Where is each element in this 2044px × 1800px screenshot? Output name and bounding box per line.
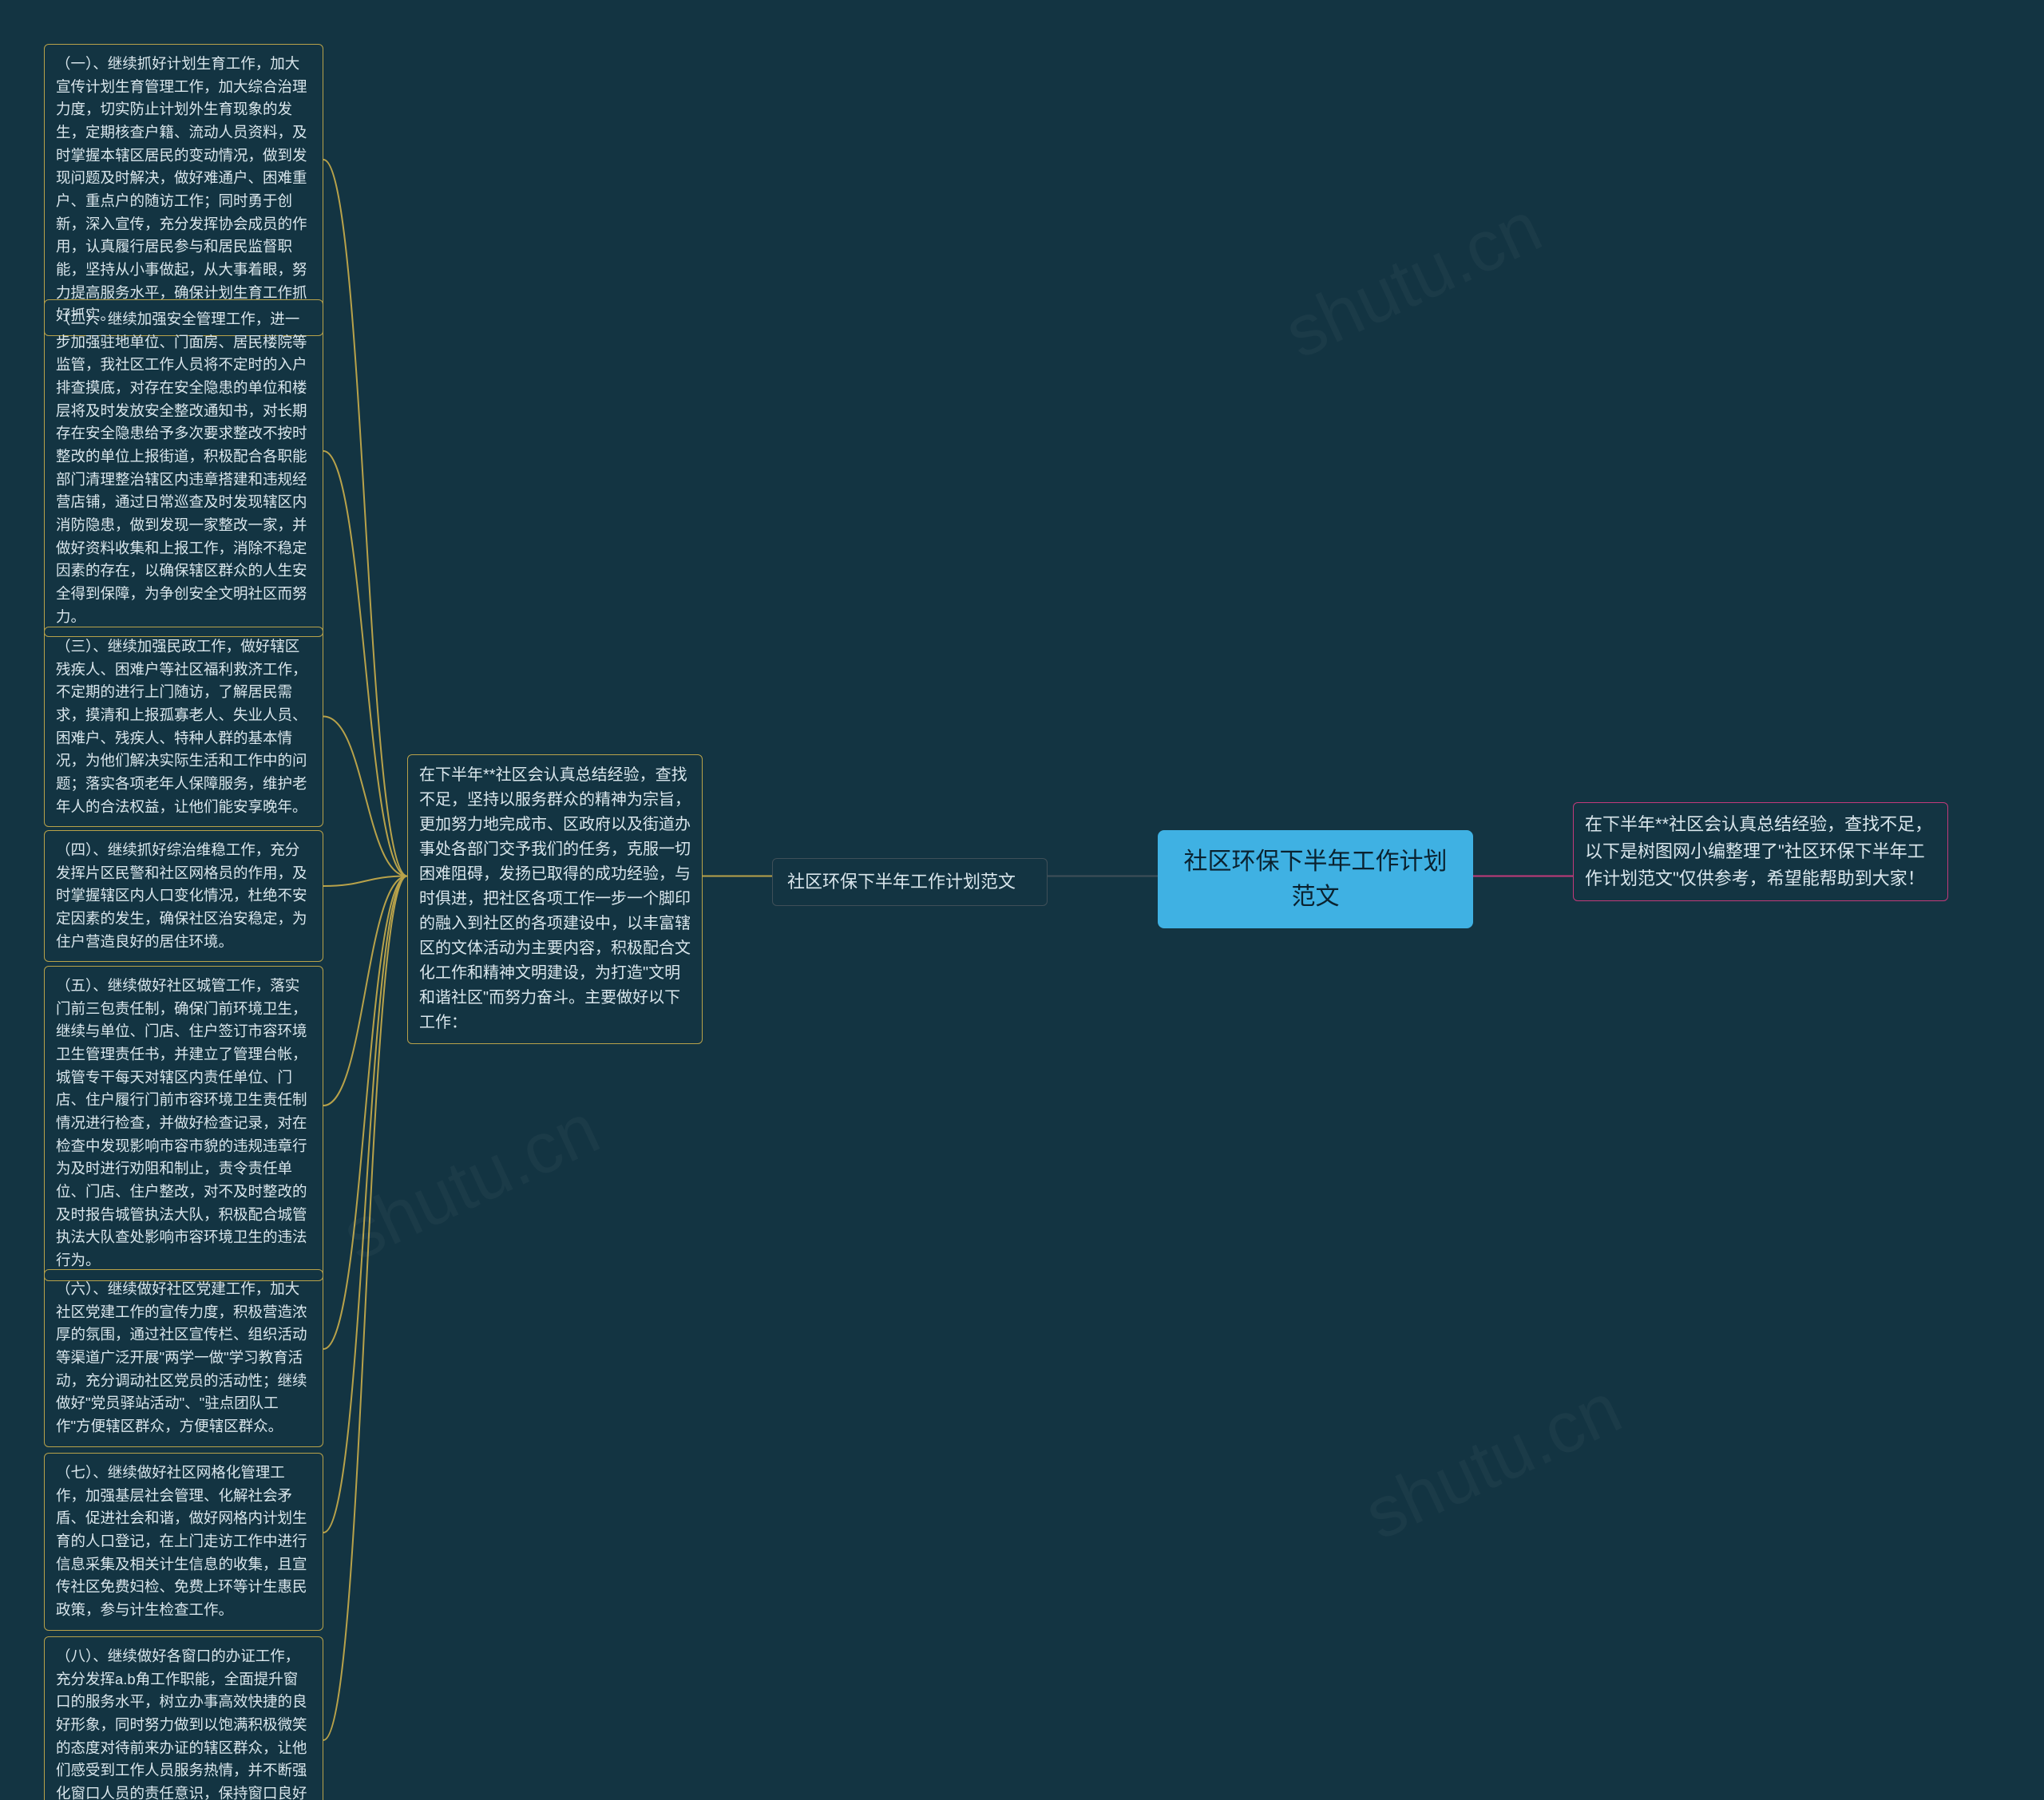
leaf-text: （七）、继续做好社区网格化管理工作，加强基层社会管理、化解社会矛盾、促进社会和谐… xyxy=(56,1464,307,1618)
mindmap-left-title-node[interactable]: 社区环保下半年工作计划范文 xyxy=(772,858,1048,906)
mindmap-leaf-node[interactable]: （三）、继续加强民政工作，做好辖区残疾人、困难户等社区福利救济工作，不定期的进行… xyxy=(44,627,323,827)
leaf-text: （六）、继续做好社区党建工作，加大社区党建工作的宣传力度，积极营造浓厚的氛围，通… xyxy=(56,1280,307,1434)
mindmap-leaf-node[interactable]: （一）、继续抓好计划生育工作，加大宣传计划生育管理工作，加大综合治理力度，切实防… xyxy=(44,44,323,336)
right-node-text: 在下半年**社区会认真总结经验，查找不足，以下是树图网小编整理了"社区环保下半年… xyxy=(1585,814,1932,888)
watermark: shutu.cn xyxy=(331,1088,612,1277)
root-title-line1: 社区环保下半年工作计划 xyxy=(1178,845,1452,880)
leaf-text: （三）、继续加强民政工作，做好辖区残疾人、困难户等社区福利救济工作，不定期的进行… xyxy=(56,638,307,815)
leaf-text: （四）、继续抓好综治维稳工作，充分发挥片区民警和社区网格员的作用，及时掌握辖区内… xyxy=(56,841,307,950)
leaf-text: （五）、继续做好社区城管工作，落实门前三包责任制，确保门前环境卫生，继续与单位、… xyxy=(56,977,307,1268)
left-title-text: 社区环保下半年工作计划范文 xyxy=(787,872,1016,892)
mindmap-leaf-node[interactable]: （八）、继续做好各窗口的办证工作，充分发挥a.b角工作职能，全面提升窗口的服务水… xyxy=(44,1636,323,1800)
mindmap-right-node[interactable]: 在下半年**社区会认真总结经验，查找不足，以下是树图网小编整理了"社区环保下半年… xyxy=(1573,802,1948,901)
mindmap-leaf-node[interactable]: （四）、继续抓好综治维稳工作，充分发挥片区民警和社区网格员的作用，及时掌握辖区内… xyxy=(44,830,323,962)
mindmap-leaf-node[interactable]: （七）、继续做好社区网格化管理工作，加强基层社会管理、化解社会矛盾、促进社会和谐… xyxy=(44,1453,323,1631)
root-title-line2: 范文 xyxy=(1178,880,1452,915)
leaf-text: （八）、继续做好各窗口的办证工作，充分发挥a.b角工作职能，全面提升窗口的服务水… xyxy=(56,1648,307,1800)
mindmap-root-node[interactable]: 社区环保下半年工作计划 范文 xyxy=(1158,830,1473,928)
watermark: shutu.cn xyxy=(1273,186,1554,375)
mindmap-summary-node[interactable]: 在下半年**社区会认真总结经验，查找不足，坚持以服务群众的精神为宗旨，更加努力地… xyxy=(407,754,703,1044)
mindmap-leaf-node[interactable]: （六）、继续做好社区党建工作，加大社区党建工作的宣传力度，积极营造浓厚的氛围，通… xyxy=(44,1269,323,1447)
mindmap-leaf-node[interactable]: （二）、继续加强安全管理工作，进一步加强驻地单位、门面房、居民楼院等监管，我社区… xyxy=(44,299,323,637)
mindmap-leaf-node[interactable]: （五）、继续做好社区城管工作，落实门前三包责任制，确保门前环境卫生，继续与单位、… xyxy=(44,966,323,1281)
leaf-text: （一）、继续抓好计划生育工作，加大宣传计划生育管理工作，加大综合治理力度，切实防… xyxy=(56,55,307,323)
leaf-text: （二）、继续加强安全管理工作，进一步加强驻地单位、门面房、居民楼院等监管，我社区… xyxy=(56,311,307,625)
watermark: shutu.cn xyxy=(1353,1367,1634,1557)
summary-text: 在下半年**社区会认真总结经验，查找不足，坚持以服务群众的精神为宗旨，更加努力地… xyxy=(419,766,691,1031)
